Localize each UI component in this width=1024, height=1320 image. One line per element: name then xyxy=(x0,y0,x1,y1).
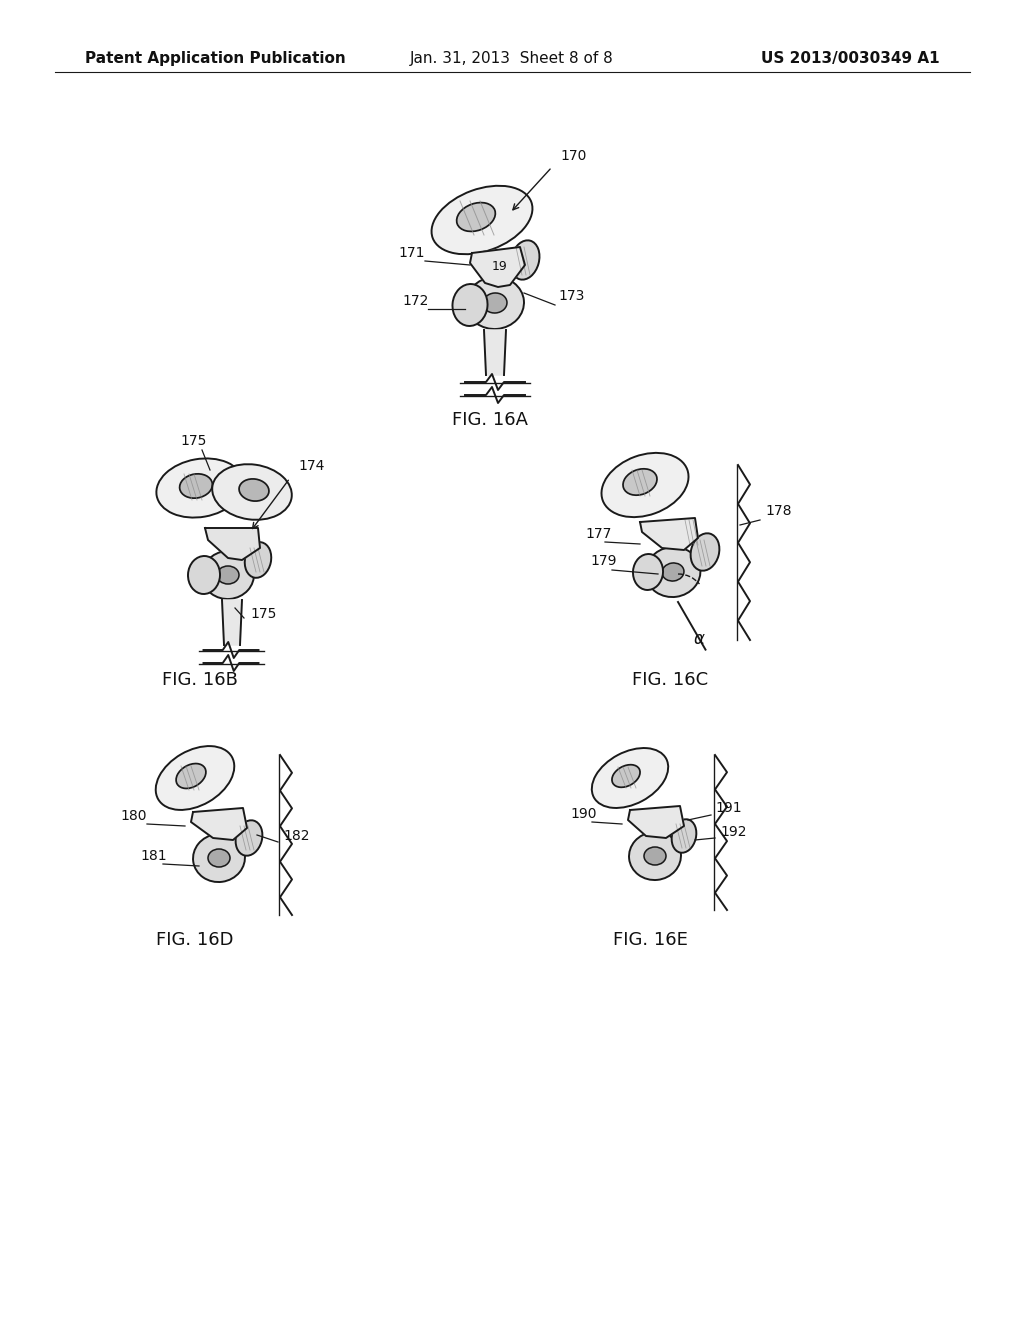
Ellipse shape xyxy=(612,764,640,787)
Ellipse shape xyxy=(157,458,244,517)
Ellipse shape xyxy=(236,820,262,855)
Ellipse shape xyxy=(239,479,269,502)
Polygon shape xyxy=(191,808,247,840)
Ellipse shape xyxy=(156,746,234,810)
Polygon shape xyxy=(628,807,684,838)
Text: 181: 181 xyxy=(140,849,167,863)
Ellipse shape xyxy=(644,847,666,865)
Text: US 2013/0030349 A1: US 2013/0030349 A1 xyxy=(762,50,940,66)
Text: $\alpha$: $\alpha$ xyxy=(693,630,706,648)
Polygon shape xyxy=(484,330,506,375)
Ellipse shape xyxy=(483,293,507,313)
Ellipse shape xyxy=(245,543,271,578)
Ellipse shape xyxy=(453,284,487,326)
Ellipse shape xyxy=(217,566,239,583)
Ellipse shape xyxy=(592,748,669,808)
Text: 192: 192 xyxy=(720,825,746,840)
Ellipse shape xyxy=(690,533,720,570)
Text: 177: 177 xyxy=(585,527,611,541)
Text: 191: 191 xyxy=(715,801,741,814)
Ellipse shape xyxy=(208,849,230,867)
Text: 175: 175 xyxy=(250,607,276,620)
Ellipse shape xyxy=(672,820,696,853)
Ellipse shape xyxy=(202,550,254,599)
Ellipse shape xyxy=(431,186,532,255)
Text: 180: 180 xyxy=(120,809,146,822)
Text: Jan. 31, 2013  Sheet 8 of 8: Jan. 31, 2013 Sheet 8 of 8 xyxy=(411,50,613,66)
Text: 175: 175 xyxy=(180,434,207,447)
Ellipse shape xyxy=(645,546,700,597)
Ellipse shape xyxy=(457,202,496,231)
Ellipse shape xyxy=(179,474,212,498)
Polygon shape xyxy=(222,601,242,645)
Polygon shape xyxy=(470,247,525,286)
Text: 171: 171 xyxy=(398,246,425,260)
Text: FIG. 16A: FIG. 16A xyxy=(452,411,528,429)
Text: FIG. 16C: FIG. 16C xyxy=(632,671,708,689)
Text: 179: 179 xyxy=(590,554,616,568)
Text: 172: 172 xyxy=(402,294,428,308)
Text: 178: 178 xyxy=(765,504,792,517)
Text: 174: 174 xyxy=(298,459,325,473)
Ellipse shape xyxy=(466,277,524,329)
Ellipse shape xyxy=(194,834,245,882)
Text: Patent Application Publication: Patent Application Publication xyxy=(85,50,346,66)
Ellipse shape xyxy=(623,469,657,495)
Ellipse shape xyxy=(633,554,663,590)
Text: FIG. 16E: FIG. 16E xyxy=(612,931,687,949)
Ellipse shape xyxy=(601,453,688,517)
Text: 182: 182 xyxy=(283,829,309,843)
Text: 170: 170 xyxy=(560,149,587,162)
Ellipse shape xyxy=(663,562,684,581)
Ellipse shape xyxy=(212,465,292,520)
Ellipse shape xyxy=(511,240,540,280)
Text: FIG. 16D: FIG. 16D xyxy=(157,931,233,949)
Ellipse shape xyxy=(629,832,681,880)
Text: 173: 173 xyxy=(558,289,585,304)
Polygon shape xyxy=(640,517,698,550)
Ellipse shape xyxy=(176,763,206,788)
Text: 19: 19 xyxy=(493,260,508,273)
Ellipse shape xyxy=(188,556,220,594)
Text: FIG. 16B: FIG. 16B xyxy=(162,671,238,689)
Text: 190: 190 xyxy=(570,807,597,821)
Polygon shape xyxy=(205,528,260,560)
